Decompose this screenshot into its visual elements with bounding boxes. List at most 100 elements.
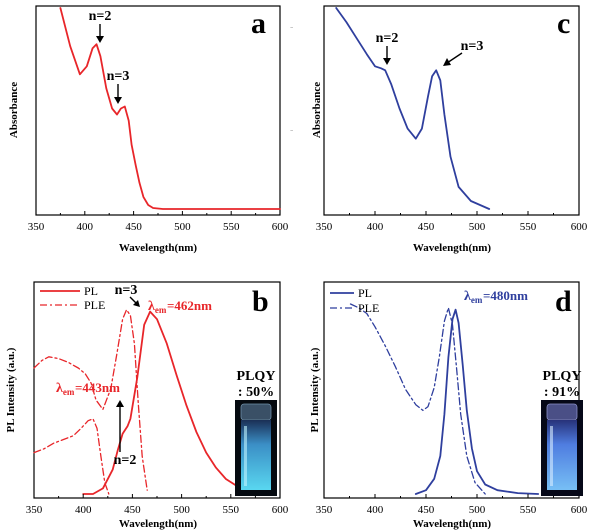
panel-b-legend: PL PLE — [40, 284, 105, 312]
panel-d-legend-pl: PL — [358, 286, 372, 300]
panel-c-tick-label: 450 — [418, 221, 435, 233]
divider-mark-mid: - — [290, 125, 293, 136]
panel-a-ylabel: Absorbance — [8, 82, 20, 138]
panel-a-tick-label: 450 — [125, 221, 142, 233]
panel-b-legend-pl: PL — [84, 284, 98, 298]
panel-a-annotation-n3-label: n=3 — [107, 69, 130, 84]
panel-c-series-0 — [335, 7, 491, 210]
panel-c: 350 400 450 500 550 600 c Wavelength(nm) Abso… — [311, 5, 588, 254]
panel-c-annotation-n3-label: n=3 — [461, 39, 484, 54]
panel-d-curves — [349, 303, 540, 495]
arrowhead-icon — [383, 58, 391, 65]
panel-b-ylabel: PL Intensity (a.u.) — [5, 347, 17, 432]
lambda-symbol: λem — [464, 289, 483, 305]
lambda-symbol: λem — [148, 299, 167, 315]
panel-b-plqy-label: PLQY — [237, 369, 276, 384]
panel-b-tick-label: 550 — [223, 504, 240, 516]
panel-d-tick-label: 400 — [367, 504, 384, 516]
panel-d-tick-label: 450 — [418, 504, 435, 516]
vial-highlight-icon — [550, 426, 553, 486]
panel-b-series-0 — [82, 310, 272, 495]
panel-b: 350 400 450 500 550 600 b Wavelength(nm) PL I… — [5, 281, 289, 530]
panel-a-tick-label: 500 — [174, 221, 191, 233]
panel-c-letter: c — [557, 7, 570, 40]
vial-cap-icon — [240, 403, 272, 421]
panel-b-series-2 — [33, 418, 110, 495]
panel-d-legend: PL PLE — [330, 286, 379, 315]
vial-highlight-icon — [244, 426, 247, 486]
panel-b-annotation-n3-label: n=3 — [115, 283, 138, 298]
panel-b-tick-label: 600 — [272, 504, 289, 516]
panel-a-series-0 — [59, 7, 281, 210]
panel-c-annotation-n3: n=3 — [443, 39, 483, 66]
panel-b-legend-ple: PLE — [84, 298, 105, 312]
panel-b-lambda-462: λem =462nm — [148, 298, 212, 315]
panel-d-series-0 — [414, 308, 540, 495]
panel-b-tick-label: 400 — [75, 504, 92, 516]
panel-d-plqy-value: : 91% — [544, 385, 580, 400]
panel-d-tick-label: 550 — [520, 504, 537, 516]
panel-b-inset: PLQY : 50% — [235, 369, 277, 496]
panel-d-xlabel: Wavelength(nm) — [413, 518, 492, 530]
panel-a-letter: a — [251, 7, 266, 40]
panel-d-legend-ple: PLE — [358, 301, 379, 315]
arrowhead-icon — [116, 400, 124, 407]
arrowhead-icon — [133, 300, 140, 307]
vial-cap-icon — [546, 403, 578, 421]
panel-c-ylabel: Absorbance — [311, 82, 323, 138]
panel-a-ticks: 350 400 450 500 550 600 — [28, 211, 289, 233]
panel-d-plqy-label: PLQY — [543, 369, 582, 384]
panel-c-annotation-n2: n=2 — [376, 31, 399, 65]
panel-d: 350 400 450 500 550 600 d Wavelength(nm) PL I… — [309, 281, 588, 530]
panel-b-tick-label: 500 — [173, 504, 190, 516]
panel-d-ticks: 350 400 450 500 550 600 — [316, 494, 588, 516]
panel-a-xlabel: Wavelength(nm) — [119, 242, 198, 254]
panel-b-curves — [33, 309, 272, 495]
panel-c-curves — [335, 7, 491, 210]
panel-c-ticks: 350 400 450 500 550 600 — [316, 211, 588, 233]
panel-a-annotation-n2-label: n=2 — [89, 9, 112, 24]
panel-b-letter: b — [252, 285, 269, 318]
panel-c-tick-label: 600 — [571, 221, 588, 233]
panel-c-xlabel: Wavelength(nm) — [413, 242, 492, 254]
panel-b-tick-label: 350 — [26, 504, 43, 516]
panel-d-tick-label: 500 — [469, 504, 486, 516]
panel-a-tick-label: 600 — [272, 221, 289, 233]
panel-d-lambda-480-value: =480nm — [483, 288, 528, 303]
panel-b-xlabel: Wavelength(nm) — [119, 518, 198, 530]
panel-a-tick-label: 350 — [28, 221, 45, 233]
arrowhead-icon — [443, 58, 451, 66]
panel-c-frame — [323, 5, 580, 216]
panel-a-tick-label: 400 — [77, 221, 94, 233]
panel-c-annotation-n2-label: n=2 — [376, 31, 399, 46]
panel-b-lambda-462-value: =462nm — [167, 298, 212, 313]
panel-b-lambda-443-value: =443nm — [75, 380, 120, 395]
panel-d-tick-label: 600 — [571, 504, 588, 516]
panel-c-tick-label: 550 — [520, 221, 537, 233]
panel-d-letter: d — [555, 285, 572, 318]
panel-b-annotation-n3: n=3 — [115, 283, 140, 307]
panel-c-tick-label: 400 — [367, 221, 384, 233]
panel-c-tick-label: 350 — [316, 221, 333, 233]
panel-a-tick-label: 550 — [223, 221, 240, 233]
panel-a: 350 400 450 500 550 600 a Wavelength(nm) Abso… — [8, 5, 289, 254]
panel-a-curves — [59, 7, 281, 210]
panel-b-lambda-443: λem =443nm — [56, 380, 120, 397]
arrowhead-icon — [96, 36, 104, 43]
panel-d-ylabel: PL Intensity (a.u.) — [309, 347, 321, 432]
panel-a-annotation-n2: n=2 — [89, 9, 112, 43]
panel-b-tick-label: 450 — [124, 504, 141, 516]
divider-mark-top: - — [290, 22, 293, 33]
panel-a-annotation-n3: n=3 — [107, 69, 130, 104]
arrow-icon — [446, 52, 463, 64]
panel-b-annotation-n2: n=2 — [114, 400, 137, 468]
panel-d-inset: PLQY : 91% — [541, 369, 583, 496]
panel-d-lambda-480: λem =480nm — [464, 288, 528, 305]
panel-a-frame — [35, 5, 281, 216]
arrowhead-icon — [114, 97, 122, 104]
panel-b-series-1 — [33, 309, 148, 491]
panel-d-tick-label: 350 — [316, 504, 333, 516]
lambda-symbol: λem — [56, 381, 75, 397]
panel-b-annotation-n2-label: n=2 — [114, 453, 137, 468]
